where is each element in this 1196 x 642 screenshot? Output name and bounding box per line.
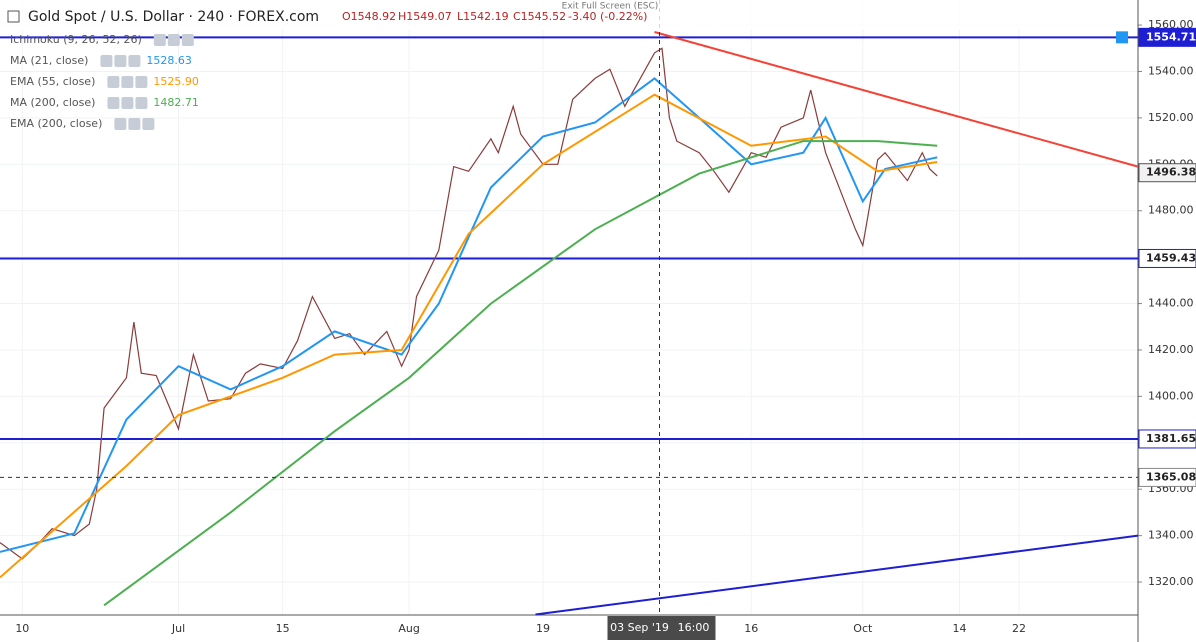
indicator-button[interactable] [135, 76, 148, 88]
y-tick-label: 1560.00 [1148, 18, 1194, 31]
fullscreen-hint[interactable]: Exit Full Screen (ESC) [562, 2, 659, 12]
x-tick-label: 14 [952, 622, 966, 635]
y-tick-label: 1520.00 [1148, 111, 1194, 124]
x-tick-label: Aug [398, 622, 419, 635]
indicator-value: 1528.63 [146, 54, 192, 67]
last-price-label: 1496.38 [1146, 166, 1196, 179]
indicator-button[interactable] [100, 55, 113, 67]
y-tick-label: 1340.00 [1148, 529, 1194, 542]
level-label: 1459.43 [1146, 251, 1196, 264]
indicator-button[interactable] [114, 55, 127, 67]
x-tick-label: Oct [853, 622, 873, 635]
series-line [0, 93, 938, 579]
header-bg [0, 0, 1136, 30]
y-tick-label: 1400.00 [1148, 389, 1194, 402]
indicator-button[interactable] [107, 76, 120, 88]
plot-bg [0, 0, 1138, 615]
y-tick-label: 1480.00 [1148, 204, 1194, 217]
indicator-button[interactable] [128, 55, 141, 67]
x-tick-label: 16 [744, 622, 758, 635]
indicator-button[interactable] [107, 97, 120, 109]
crosshair-y-label: 1365.08 [1146, 470, 1196, 483]
ohlc-value: L1542.19 [457, 10, 509, 23]
indicator-button[interactable] [167, 34, 180, 46]
series-line [103, 140, 938, 607]
indicator-value: 1482.71 [153, 96, 199, 109]
indicator-button[interactable] [121, 76, 134, 88]
indicator-button[interactable] [142, 118, 155, 130]
indicator-button[interactable] [114, 118, 127, 130]
collapse-btn[interactable] [7, 10, 20, 23]
indicator-value: 1525.90 [153, 75, 199, 88]
series-line [535, 534, 1139, 616]
x-tick-label: 19 [536, 622, 550, 635]
level-label: 1554.71 [1146, 30, 1196, 43]
y-tick-label: 1420.00 [1148, 343, 1194, 356]
y-tick-label: 1320.00 [1148, 575, 1194, 588]
ohlc-value: C1545.52 [513, 10, 566, 23]
indicator-button[interactable] [135, 97, 148, 109]
indicator-name: EMA (200, close) [10, 117, 102, 130]
last-price-label-bg [1138, 163, 1196, 183]
ohlc-value: O1548.92 [342, 10, 396, 23]
ohlc-value: H1549.07 [398, 10, 452, 23]
series-line [0, 77, 938, 553]
x-tick-label: 10 [15, 622, 29, 635]
level-handle[interactable] [1116, 31, 1128, 44]
y-tick-label: 1440.00 [1148, 297, 1194, 310]
x-tick-label: 22 [1012, 622, 1026, 635]
crosshair-x-time: 16:00 [678, 621, 710, 634]
indicator-button[interactable] [181, 34, 194, 46]
indicator-button[interactable] [153, 34, 166, 46]
indicator-name: Ichimoku (9, 26, 52, 26) [10, 33, 142, 46]
level-label-bg [1138, 27, 1196, 47]
x-tick-label: 15 [276, 622, 290, 635]
crosshair-x-label-bg [607, 616, 716, 640]
x-tick-label: Jul [171, 622, 185, 635]
crosshair-x-label: 03 Sep '19 [610, 621, 669, 634]
crosshair-y-label-bg [1138, 467, 1196, 487]
level-label: 1381.65 [1146, 432, 1196, 445]
y-tick-label: 1540.00 [1148, 64, 1194, 77]
indicator-name: EMA (55, close) [10, 75, 95, 88]
indicator-name: MA (21, close) [10, 54, 88, 67]
series-line [654, 31, 1139, 168]
symbol: Gold Spot / U.S. Dollar · 240 · FOREX.co… [28, 9, 319, 25]
indicator-button[interactable] [121, 97, 134, 109]
indicator-name: MA (200, close) [10, 96, 95, 109]
ohlc-value: -3.40 (-0.22%) [568, 10, 647, 23]
series-line [0, 47, 938, 560]
level-label-bg [1138, 248, 1196, 268]
level-label-bg [1138, 429, 1196, 449]
indicator-button[interactable] [128, 118, 141, 130]
